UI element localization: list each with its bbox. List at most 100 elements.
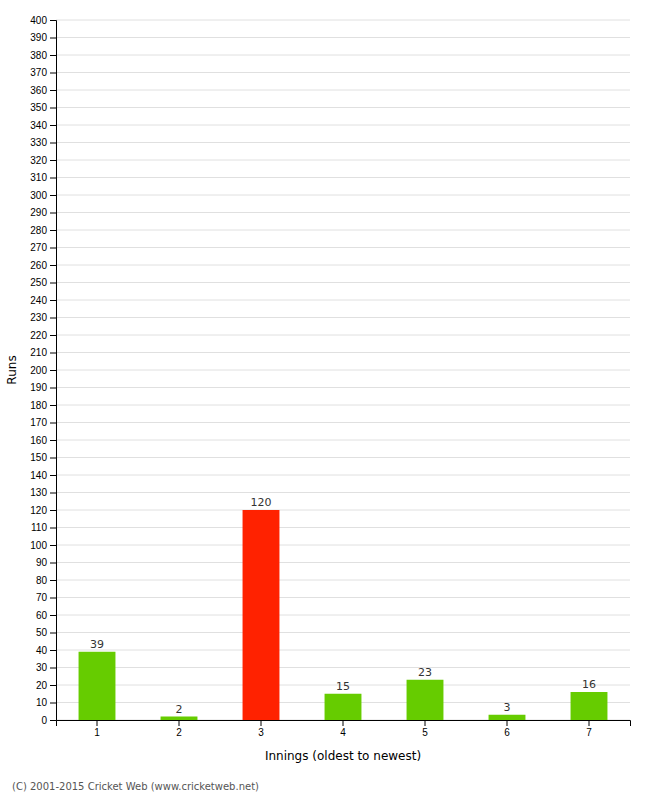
y-tick-mark: [50, 125, 56, 126]
grid-line: [56, 317, 630, 318]
y-tick-mark: [50, 370, 56, 371]
bar: [571, 692, 608, 720]
y-tick-mark: [50, 108, 56, 109]
y-tick-label: 10: [36, 697, 48, 708]
x-tick-mark: [343, 720, 344, 726]
y-tick-label: 40: [36, 645, 48, 656]
x-tick-mark: [589, 720, 590, 726]
y-tick: 170: [30, 417, 56, 428]
y-tick: 200: [30, 365, 56, 376]
y-tick-mark: [50, 528, 56, 529]
y-tick: 30: [36, 662, 56, 673]
grid-line: [56, 212, 630, 213]
y-tick-label: 150: [30, 452, 47, 463]
y-tick: 100: [30, 540, 56, 551]
y-tick: 210: [30, 347, 56, 358]
y-tick-label: 140: [30, 470, 47, 481]
y-tick: 340: [30, 120, 56, 131]
x-tick-mark: [507, 720, 508, 726]
grid-line: [56, 335, 630, 336]
y-axis-line: [50, 21, 57, 721]
y-tick: 230: [30, 312, 56, 323]
y-tick-label: 320: [30, 155, 47, 166]
y-tick-mark: [50, 248, 56, 249]
y-tick-mark: [50, 300, 56, 301]
y-tick-label: 130: [30, 487, 47, 498]
y-tick-mark: [50, 440, 56, 441]
x-tick-mark: [425, 720, 426, 726]
y-tick-label: 200: [30, 365, 47, 376]
y-tick-label: 190: [30, 382, 47, 393]
grid-line: [56, 265, 630, 266]
y-tick-mark: [50, 143, 56, 144]
grid-line: [56, 475, 630, 476]
y-tick-mark: [50, 493, 56, 494]
y-tick-label: 260: [30, 260, 47, 271]
y-tick: 150: [30, 452, 56, 463]
y-tick: 50: [36, 627, 56, 638]
y-tick-label: 280: [30, 225, 47, 236]
grid-line: [56, 230, 630, 231]
y-tick: 80: [36, 575, 56, 586]
y-tick-mark: [50, 475, 56, 476]
y-tick-label: 180: [30, 400, 47, 411]
y-tick-label: 230: [30, 312, 47, 323]
y-tick-mark: [50, 318, 56, 319]
x-tick-label: 4: [340, 727, 346, 738]
y-tick-label: 350: [30, 102, 47, 113]
y-tick-mark: [50, 615, 56, 616]
grid-line: [56, 370, 630, 371]
x-tick-label: 3: [258, 727, 264, 738]
grid-line: [56, 580, 630, 581]
y-tick: 360: [30, 85, 56, 96]
y-tick: 350: [30, 102, 56, 113]
x-tick-label: 2: [176, 727, 182, 738]
y-tick-mark: [50, 668, 56, 669]
y-tick: 320: [30, 155, 56, 166]
y-tick-mark: [50, 423, 56, 424]
y-tick-mark: [50, 458, 56, 459]
grid-line: [56, 55, 630, 56]
y-tick-mark: [50, 685, 56, 686]
y-tick: 290: [30, 207, 56, 218]
x-tick-label: 7: [586, 727, 592, 738]
y-axis-title: Runs: [5, 355, 19, 384]
y-tick: 120: [30, 505, 56, 516]
y-tick: 20: [36, 680, 56, 691]
chart: 0102030405060708090100110120130140150160…: [0, 0, 650, 800]
y-tick-label: 50: [36, 627, 48, 638]
grid-line: [56, 90, 630, 91]
bar: [79, 652, 116, 720]
grid-line: [56, 667, 630, 668]
y-tick: 390: [30, 32, 56, 43]
grid-line: [56, 597, 630, 598]
y-tick: 240: [30, 295, 56, 306]
footer: (C) 2001-2015 Cricket Web (www.cricketwe…: [12, 781, 259, 792]
grid-line: [56, 440, 630, 441]
y-tick: 380: [30, 50, 56, 61]
grid-line: [56, 282, 630, 283]
grid-line: [56, 177, 630, 178]
y-tick: 220: [30, 330, 56, 341]
grid-line: [56, 562, 630, 563]
y-tick: 90: [36, 557, 56, 568]
y-tick-mark: [50, 388, 56, 389]
x-tick-label: 6: [504, 727, 510, 738]
grid-line: [56, 527, 630, 528]
bar: [243, 510, 280, 720]
y-tick: 180: [30, 400, 56, 411]
y-tick: 70: [36, 592, 56, 603]
grid-line: [56, 142, 630, 143]
grid-line: [56, 632, 630, 633]
y-tick-mark: [50, 335, 56, 336]
y-tick: 60: [36, 610, 56, 621]
data-label: 23: [418, 666, 432, 679]
grid-line: [56, 195, 630, 196]
data-label: 39: [90, 638, 104, 651]
y-tick-mark: [50, 545, 56, 546]
y-tick-label: 120: [30, 505, 47, 516]
grid-line: [56, 545, 630, 546]
y-tick-label: 110: [31, 522, 47, 533]
grid-line: [56, 650, 630, 651]
y-tick-label: 370: [30, 67, 47, 78]
